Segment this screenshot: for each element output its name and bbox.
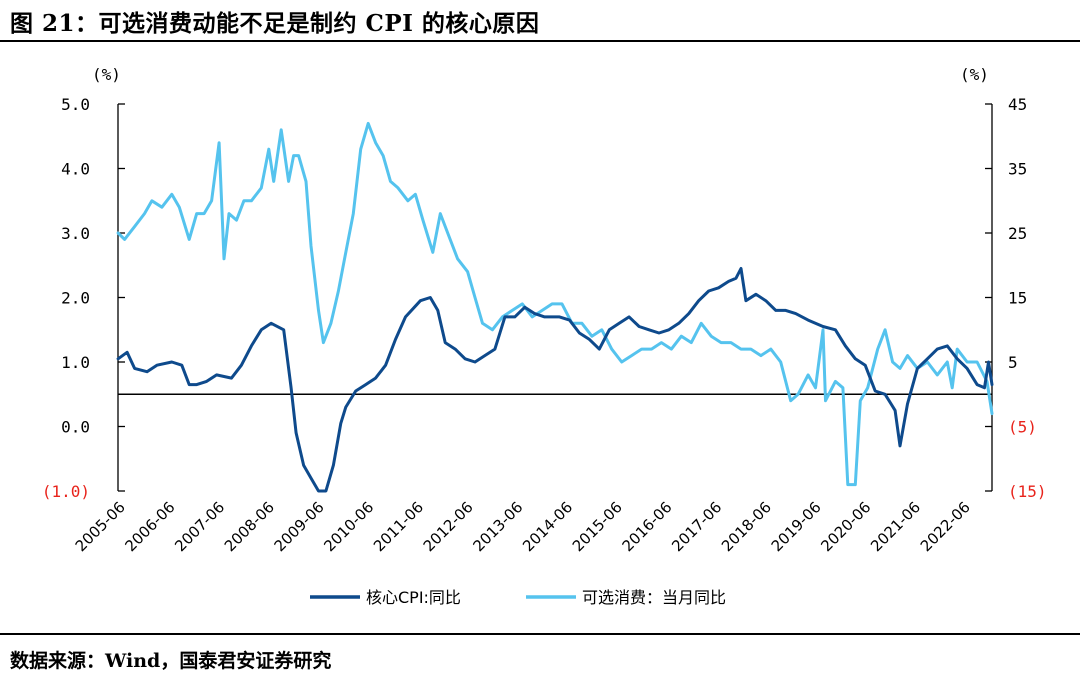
right-tick-label: 15 — [1008, 289, 1027, 308]
figure-title: 图 21：可选消费动能不足是制约 CPI 的核心原因 — [10, 10, 540, 37]
x-tick-label: 2016-06 — [619, 498, 676, 555]
legend-core-cpi-label: 核心CPI:同比 — [366, 588, 461, 607]
right-tick-label: (15) — [1008, 482, 1047, 501]
x-tick-label: 2022-06 — [917, 498, 974, 555]
x-tick-label: 2009-06 — [271, 498, 328, 555]
left-tick-label: 1.0 — [61, 353, 90, 372]
source-note: 数据来源：Wind，国泰君安证券研究 — [10, 650, 332, 672]
right-tick-label: 35 — [1008, 160, 1027, 179]
x-tick-label: 2011-06 — [370, 498, 427, 555]
left-tick-label: 5.0 — [61, 95, 90, 114]
x-tick-label: 2017-06 — [668, 498, 725, 555]
x-tick-label: 2020-06 — [817, 498, 874, 555]
left-tick-label: 0.0 — [61, 418, 90, 437]
x-tick-label: 2007-06 — [171, 498, 228, 555]
chart: 5.0 4.0 3.0 2.0 1.0 0.0 (1.0) 45 35 25 15 5 (5) (15) (… — [42, 65, 1047, 607]
x-tick-label: 2010-06 — [320, 498, 377, 555]
left-axis-unit: (%) — [92, 65, 121, 84]
left-tick-label: 2.0 — [61, 289, 90, 308]
left-tick-label: 3.0 — [61, 224, 90, 243]
x-tick-label: 2005-06 — [72, 498, 129, 555]
x-tick-label: 2015-06 — [569, 498, 626, 555]
left-tick-label: 4.0 — [61, 160, 90, 179]
x-tick-label: 2014-06 — [519, 498, 576, 555]
right-axis-unit: (%) — [960, 65, 989, 84]
x-tick-label: 2006-06 — [121, 498, 178, 555]
title-rule — [0, 40, 1080, 42]
series-layer — [116, 121, 994, 493]
x-tick-label: 2013-06 — [469, 498, 526, 555]
series-line-discretionary — [116, 121, 994, 487]
legend-discretionary-label: 可选消费：当月同比 — [582, 588, 726, 607]
left-tick-label: (1.0) — [42, 482, 90, 501]
right-tick-label: 45 — [1008, 95, 1027, 114]
x-tick-label: 2021-06 — [867, 498, 924, 555]
x-tick-label: 2012-06 — [420, 498, 477, 555]
right-tick-label: 5 — [1008, 353, 1018, 372]
legend: 核心CPI:同比 可选消费：当月同比 — [310, 588, 726, 607]
right-tick-label: 25 — [1008, 224, 1027, 243]
x-tick-label: 2008-06 — [221, 498, 278, 555]
x-tick-label: 2018-06 — [718, 498, 775, 555]
x-tick-label: 2019-06 — [768, 498, 825, 555]
footer-rule — [0, 633, 1080, 635]
right-tick-label: (5) — [1008, 418, 1037, 437]
series-line-core-cpi — [116, 267, 994, 493]
